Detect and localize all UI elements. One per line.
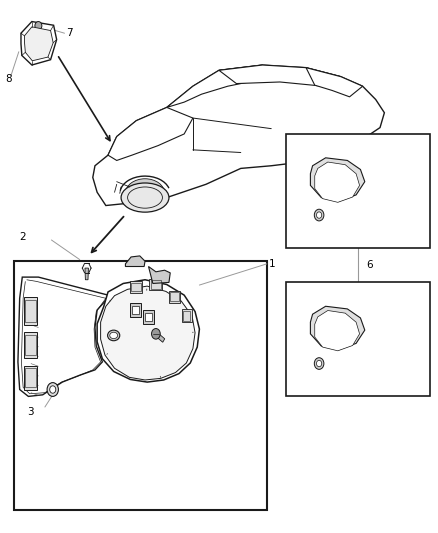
Polygon shape bbox=[85, 268, 88, 280]
Circle shape bbox=[35, 21, 42, 30]
Text: 2: 2 bbox=[19, 232, 25, 243]
Polygon shape bbox=[101, 286, 195, 380]
FancyBboxPatch shape bbox=[132, 306, 139, 314]
Bar bbox=[25, 300, 36, 322]
Bar bbox=[182, 309, 191, 322]
Polygon shape bbox=[167, 65, 262, 108]
Bar bbox=[151, 280, 161, 289]
Polygon shape bbox=[155, 332, 165, 342]
Polygon shape bbox=[219, 65, 341, 86]
Bar bbox=[14, 261, 267, 511]
Circle shape bbox=[152, 328, 160, 339]
Polygon shape bbox=[93, 65, 385, 206]
Bar bbox=[149, 279, 162, 290]
Text: 1: 1 bbox=[269, 259, 276, 269]
Bar bbox=[169, 291, 180, 303]
Text: 3: 3 bbox=[28, 407, 34, 417]
Circle shape bbox=[314, 209, 324, 221]
Circle shape bbox=[317, 212, 322, 218]
Text: (DODGE): (DODGE) bbox=[334, 287, 382, 297]
Polygon shape bbox=[25, 27, 53, 61]
Circle shape bbox=[317, 360, 322, 367]
Polygon shape bbox=[108, 108, 193, 160]
Text: 4: 4 bbox=[89, 348, 96, 358]
Ellipse shape bbox=[121, 183, 169, 212]
Polygon shape bbox=[21, 21, 57, 65]
Bar bbox=[286, 282, 430, 397]
Polygon shape bbox=[306, 68, 363, 97]
Bar bbox=[286, 134, 430, 248]
Polygon shape bbox=[148, 266, 170, 284]
FancyBboxPatch shape bbox=[24, 332, 37, 358]
Polygon shape bbox=[315, 311, 360, 351]
Polygon shape bbox=[97, 280, 199, 382]
Bar bbox=[131, 283, 141, 292]
Ellipse shape bbox=[295, 150, 343, 179]
Ellipse shape bbox=[110, 332, 117, 338]
FancyBboxPatch shape bbox=[143, 310, 154, 324]
Circle shape bbox=[49, 386, 56, 393]
Ellipse shape bbox=[125, 179, 165, 208]
Bar bbox=[25, 335, 36, 355]
Bar bbox=[170, 293, 179, 301]
Polygon shape bbox=[311, 306, 365, 350]
Polygon shape bbox=[125, 256, 145, 266]
Polygon shape bbox=[18, 277, 110, 397]
Bar bbox=[130, 281, 142, 293]
Polygon shape bbox=[315, 162, 360, 203]
Ellipse shape bbox=[108, 330, 120, 341]
Text: 2: 2 bbox=[185, 330, 192, 341]
Bar bbox=[25, 368, 36, 387]
Text: 8: 8 bbox=[5, 74, 11, 84]
Circle shape bbox=[47, 383, 58, 397]
Bar bbox=[184, 311, 190, 320]
FancyBboxPatch shape bbox=[130, 303, 141, 317]
FancyBboxPatch shape bbox=[24, 297, 37, 325]
Circle shape bbox=[314, 358, 324, 369]
Polygon shape bbox=[36, 26, 41, 35]
Text: 6: 6 bbox=[366, 260, 373, 270]
FancyBboxPatch shape bbox=[145, 313, 152, 321]
Text: 5: 5 bbox=[127, 287, 134, 297]
FancyBboxPatch shape bbox=[24, 366, 37, 390]
Polygon shape bbox=[311, 158, 365, 201]
Text: 7: 7 bbox=[66, 28, 72, 38]
Text: (CHRYSLER): (CHRYSLER) bbox=[325, 139, 391, 149]
